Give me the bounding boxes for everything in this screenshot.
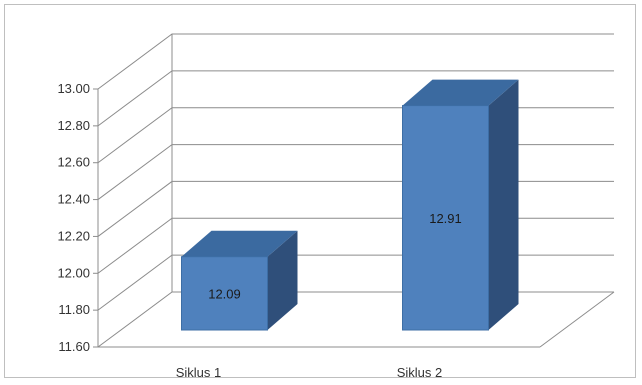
x-tick-label: Siklus 1 bbox=[176, 365, 222, 380]
y-tick-label: 12.80 bbox=[57, 118, 90, 133]
y-axis-ticks: 11.60 11.80 12.00 12.20 12.40 12.60 12.80 13.00 bbox=[57, 81, 98, 354]
y-tick-label: 12.20 bbox=[57, 228, 90, 243]
gridline bbox=[97, 33, 614, 90]
y-tick-label: 11.80 bbox=[58, 302, 90, 317]
y-tick-label: 12.40 bbox=[57, 192, 90, 207]
x-axis-ticks: Siklus 1 Siklus 2 bbox=[176, 365, 443, 380]
bar-side-face bbox=[488, 79, 519, 330]
gridline bbox=[97, 217, 614, 274]
gridline bbox=[97, 180, 614, 237]
gridline bbox=[97, 254, 614, 311]
y-tick-label: 13.00 bbox=[57, 81, 90, 96]
gridlines bbox=[97, 33, 614, 348]
y-tick-label: 11.60 bbox=[58, 339, 90, 354]
y-tick-label: 12.60 bbox=[57, 155, 90, 170]
bar bbox=[181, 256, 268, 331]
y-tick-label: 12.00 bbox=[57, 265, 90, 280]
data-label: 12.09 bbox=[208, 286, 241, 301]
bars: 12.09 12.91 bbox=[181, 79, 519, 331]
chart-walls bbox=[97, 34, 615, 348]
bar-top-face bbox=[181, 230, 298, 257]
bar bbox=[402, 105, 489, 331]
floor-right-edge bbox=[539, 291, 615, 348]
x-tick-label: Siklus 2 bbox=[397, 365, 443, 380]
bar-side-face bbox=[267, 230, 298, 330]
bar-top-face bbox=[402, 79, 519, 106]
gridline bbox=[97, 144, 614, 200]
data-label: 12.91 bbox=[429, 211, 462, 226]
gridline bbox=[97, 107, 614, 164]
gridline bbox=[97, 70, 614, 127]
gridline bbox=[97, 291, 614, 348]
